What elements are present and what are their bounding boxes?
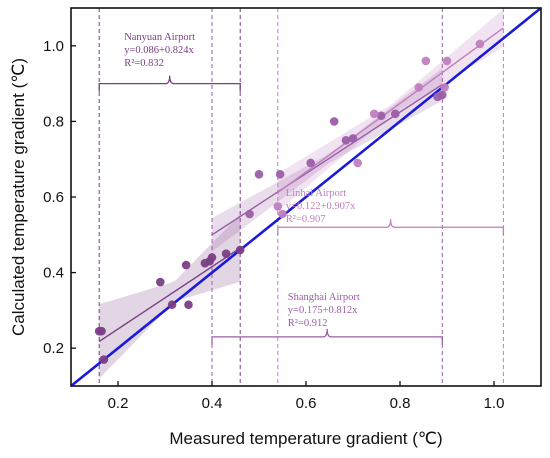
x-tick-label: 0.2: [108, 395, 129, 412]
data-point: [97, 326, 106, 336]
data-points: [94, 39, 485, 364]
data-point: [278, 209, 287, 219]
data-point: [440, 83, 449, 92]
y-tick-label: 0.2: [43, 340, 64, 357]
annotation-text: y=0.122+0.907x: [286, 201, 356, 212]
data-point: [442, 56, 452, 66]
data-point: [181, 260, 191, 270]
data-point: [353, 158, 363, 168]
data-point: [273, 202, 283, 211]
data-point: [391, 109, 400, 119]
data-point: [438, 90, 447, 100]
data-point: [275, 170, 285, 179]
y-tick-label: 0.8: [43, 113, 64, 130]
y-tick-label: 0.6: [43, 189, 64, 206]
confidence-band: [99, 214, 241, 379]
annotation-text: R²=0.912: [288, 318, 328, 329]
data-point: [156, 277, 165, 287]
range-brackets: [98, 75, 505, 345]
reference-line: [71, 8, 541, 386]
data-point: [306, 158, 316, 168]
annotation-text: Shanghai Airport: [288, 292, 360, 303]
annotation-text: R²=0.907: [286, 214, 326, 225]
x-axis-title: Measured temperature gradient (℃): [169, 429, 442, 448]
y-tick-label: 1.0: [43, 38, 64, 55]
annotation-text: y=0.086+0.824x: [124, 45, 194, 56]
data-point: [369, 109, 379, 119]
data-point: [329, 117, 339, 126]
annotation-text: R²=0.832: [124, 58, 164, 69]
data-point: [414, 83, 424, 92]
x-tick-label: 0.4: [202, 395, 223, 412]
y-tick-label: 0.4: [43, 265, 64, 282]
x-tick-label: 0.6: [296, 395, 317, 412]
annotation-text: y=0.175+0.812x: [288, 305, 358, 316]
data-point: [99, 355, 109, 364]
annotations: Nanyuan Airport y=0.086+0.824x R²=0.832 Sha…: [124, 32, 360, 329]
data-point: [235, 245, 245, 255]
x-tick-label: 1.0: [484, 395, 505, 412]
data-point: [167, 300, 177, 310]
x-tick-label: 0.8: [390, 395, 411, 412]
data-point: [184, 300, 193, 310]
data-point: [221, 249, 231, 258]
data-point: [376, 111, 386, 121]
x-axis-ticks: 0.2 0.4 0.6 0.8 1.0: [108, 381, 505, 412]
range-bracket: [211, 328, 443, 345]
fit-line: [277, 27, 504, 194]
range-marker-lines: [98, 8, 504, 386]
data-point: [341, 136, 351, 145]
range-bracket: [98, 75, 241, 92]
data-point: [207, 253, 217, 262]
data-point: [254, 170, 264, 179]
data-point: [348, 134, 358, 143]
data-point: [245, 209, 254, 219]
y-axis-title: Calculated temperature gradient (℃): [9, 58, 28, 336]
range-bracket: [277, 219, 505, 236]
annotation-text: Nanyuan Airport: [124, 32, 195, 43]
data-point: [421, 56, 431, 66]
y-axis-ticks: 0.2 0.4 0.6 0.8 1.0: [43, 38, 76, 357]
annotation-text: Linhai Airport: [286, 188, 346, 199]
data-point: [475, 39, 485, 49]
fit-line: [98, 247, 241, 343]
